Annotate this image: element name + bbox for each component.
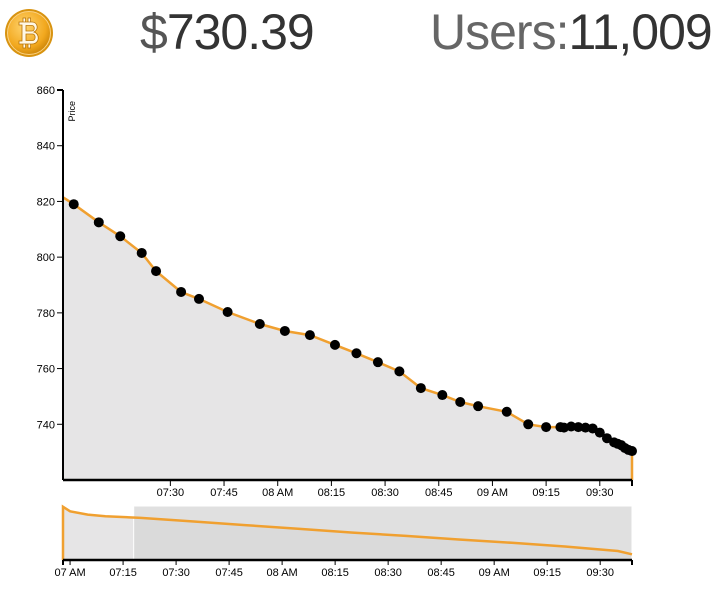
y-tick-label: 760 <box>37 364 55 376</box>
price-point <box>193 293 204 304</box>
overview-x-tick: 07:15 <box>109 560 137 579</box>
overview-chart: 07 AM 07:15 07:30 07:45 08 AM 08:15 08:30 08:45… <box>54 504 633 579</box>
overview-tick-label: 07 AM <box>54 567 85 579</box>
y-axis-label: Price <box>67 101 77 122</box>
price-points <box>68 199 637 457</box>
overview-tick-label: 08:30 <box>374 567 402 579</box>
x-tick-label: 09:15 <box>532 487 560 499</box>
x-tick-label: 09:30 <box>586 487 614 499</box>
price-point <box>329 339 340 350</box>
x-tick: 08:15 <box>318 480 346 499</box>
overview-tick-label: 07:15 <box>109 567 137 579</box>
overview-line <box>61 504 633 560</box>
y-tick-label: 860 <box>37 85 55 97</box>
x-tick-label: 08:45 <box>425 487 453 499</box>
price-point <box>151 266 162 277</box>
price-point <box>222 307 233 318</box>
price-point <box>523 419 534 430</box>
overview-tick-label: 08 AM <box>267 567 298 579</box>
overview-x-tick: 07:30 <box>162 560 190 579</box>
price-point <box>541 422 552 433</box>
y-tick-label: 840 <box>37 141 55 153</box>
price-point <box>437 390 448 401</box>
users-count: Users:11,009 <box>430 3 713 61</box>
y-axis: 740 760 780 800 820 840 860 <box>37 85 64 480</box>
x-tick: 08 AM <box>262 480 293 499</box>
overview-tick-label: 07:45 <box>215 567 243 579</box>
y-tick: 800 <box>37 252 63 264</box>
price-point <box>566 421 577 432</box>
x-tick: 07:45 <box>210 480 238 499</box>
x-tick-label: 07:30 <box>157 487 185 499</box>
overview-tick-label: 09:15 <box>533 567 561 579</box>
y-tick-label: 820 <box>37 196 55 208</box>
price-point <box>136 247 147 258</box>
x-tick: 09 AM <box>477 480 508 499</box>
price-area <box>63 197 632 481</box>
price-point <box>473 401 484 412</box>
focus-chart: 740 760 780 800 820 840 860 07:30 07:45 08 AM 08:… <box>37 85 637 499</box>
y-tick: 840 <box>37 141 63 153</box>
x-tick-label: 07:45 <box>210 487 238 499</box>
price-point <box>176 286 187 297</box>
x-tick-label: 08:30 <box>371 487 399 499</box>
price-point <box>594 427 605 438</box>
x-tick: 09:15 <box>532 480 560 499</box>
current-price: $730.39 <box>140 3 315 61</box>
price-point <box>351 348 362 359</box>
header: $730.39 Users:11,009 <box>0 0 724 64</box>
overview-x-axis: 07 AM 07:15 07:30 07:45 08 AM 08:15 08:30 08:45… <box>54 558 633 579</box>
price-point <box>372 357 383 368</box>
x-tick-label: 08 AM <box>262 487 293 499</box>
y-tick-label: 740 <box>37 419 55 431</box>
y-tick: 860 <box>37 85 63 97</box>
price-value: 730.39 <box>166 4 315 60</box>
overview-x-tick: 07:45 <box>215 560 243 579</box>
x-tick: 09:30 <box>586 480 614 499</box>
overview-tick-label: 07:30 <box>162 567 190 579</box>
overview-x-tick: 09:15 <box>533 560 561 579</box>
x-tick-label: 08:15 <box>318 487 346 499</box>
overview-tick-label: 09 AM <box>479 567 510 579</box>
overview-x-tick: 08:15 <box>321 560 349 579</box>
y-tick-label: 780 <box>37 308 55 320</box>
bitcoin-icon <box>5 9 53 57</box>
price-point <box>573 422 584 433</box>
y-tick: 780 <box>37 308 63 320</box>
x-tick-label: 09 AM <box>477 487 508 499</box>
overview-tick-label: 09:30 <box>586 567 614 579</box>
y-tick: 760 <box>37 364 63 376</box>
y-tick-label: 800 <box>37 252 55 264</box>
overview-tick-label: 08:45 <box>427 567 455 579</box>
overview-x-tick: 08:30 <box>374 560 402 579</box>
x-axis: 07:30 07:45 08 AM 08:15 08:30 08:45 09 AM 09:15… <box>63 478 633 499</box>
price-point <box>254 319 265 329</box>
price-point <box>415 383 426 394</box>
y-tick: 740 <box>37 419 63 431</box>
x-tick: 07:30 <box>157 480 185 499</box>
price-point <box>627 446 637 457</box>
x-tick: 08:30 <box>371 480 399 499</box>
y-tick: 820 <box>37 196 63 208</box>
overview-x-tick: 09:30 <box>586 560 614 579</box>
price-point <box>455 397 466 407</box>
price-point <box>279 325 290 336</box>
overview-tick-label: 08:15 <box>321 567 349 579</box>
overview-x-tick: 08:45 <box>427 560 455 579</box>
currency-symbol: $ <box>140 4 168 60</box>
price-point <box>93 217 104 228</box>
users-label: Users: <box>430 4 569 60</box>
overview-x-tick: 09 AM <box>479 560 510 579</box>
users-value: 11,009 <box>568 4 712 60</box>
x-tick: 08:45 <box>425 480 453 499</box>
price-point <box>304 330 315 341</box>
brush-selection[interactable] <box>133 505 633 561</box>
price-point <box>394 366 405 377</box>
overview-x-tick: 07 AM <box>54 560 86 579</box>
overview-x-tick: 08 AM <box>267 560 298 579</box>
price-point <box>501 406 512 417</box>
price-point <box>68 199 79 210</box>
price-point <box>115 231 126 242</box>
